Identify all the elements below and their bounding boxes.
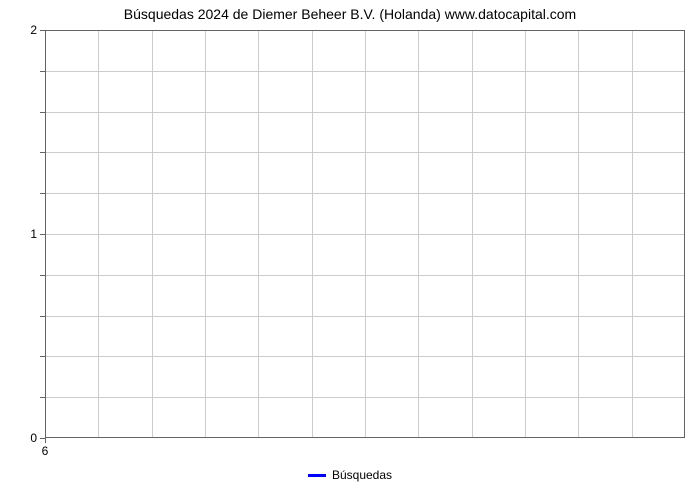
y-minor-tick	[40, 397, 45, 398]
axis-line	[45, 30, 46, 438]
legend-swatch	[308, 474, 326, 477]
chart-legend: Búsquedas	[0, 468, 700, 482]
axis-line	[45, 30, 685, 31]
y-minor-tick	[40, 152, 45, 153]
gridline-horizontal	[45, 71, 685, 72]
y-minor-tick	[40, 112, 45, 113]
y-tick	[40, 30, 45, 31]
y-minor-tick	[40, 71, 45, 72]
x-tick	[45, 438, 46, 443]
gridline-horizontal	[45, 193, 685, 194]
gridline-horizontal	[45, 234, 685, 235]
y-tick-label: 2	[17, 23, 37, 37]
gridline-horizontal	[45, 275, 685, 276]
gridline-horizontal	[45, 152, 685, 153]
gridline-horizontal	[45, 356, 685, 357]
x-tick-label: 6	[42, 444, 49, 458]
y-minor-tick	[40, 356, 45, 357]
gridline-horizontal	[45, 397, 685, 398]
y-minor-tick	[40, 193, 45, 194]
y-minor-tick	[40, 275, 45, 276]
axis-line	[45, 437, 685, 438]
y-tick-label: 0	[17, 431, 37, 445]
gridline-horizontal	[45, 112, 685, 113]
y-minor-tick	[40, 316, 45, 317]
chart-plot-area: 0126	[45, 30, 685, 438]
gridline-horizontal	[45, 316, 685, 317]
chart-title: Búsquedas 2024 de Diemer Beheer B.V. (Ho…	[0, 6, 700, 22]
y-tick-label: 1	[17, 227, 37, 241]
axis-line	[684, 30, 685, 438]
y-tick	[40, 234, 45, 235]
legend-label: Búsquedas	[332, 468, 392, 482]
